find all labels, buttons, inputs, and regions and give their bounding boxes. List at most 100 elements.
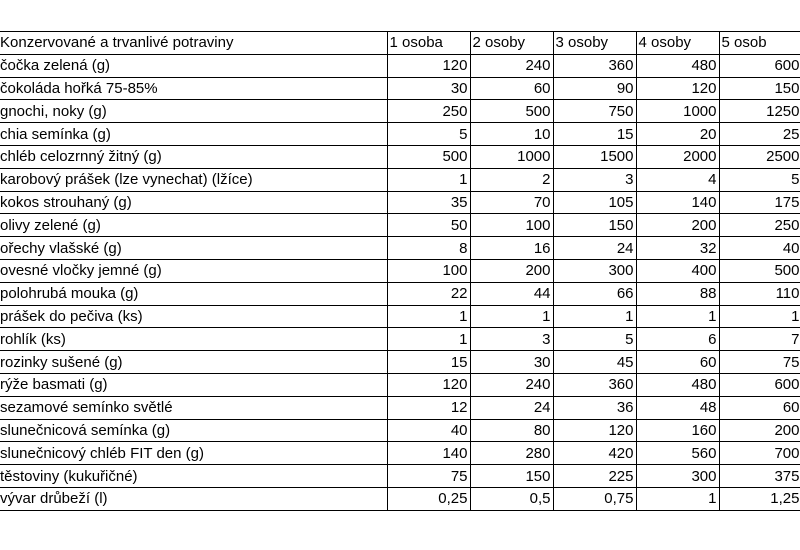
- amount-cell: 400: [635, 258, 720, 283]
- amount-cell: 1: [635, 304, 720, 329]
- amount-cell: 200: [469, 258, 554, 283]
- header-cell: 4 osoby: [635, 31, 720, 55]
- amount-cell: 480: [635, 372, 720, 397]
- amount-cell: 24: [552, 236, 637, 260]
- item-cell: prášek do pečiva (ks): [0, 304, 388, 329]
- amount-cell: 100: [386, 258, 471, 283]
- amount-cell: 500: [386, 144, 471, 169]
- amount-cell: 120: [635, 76, 720, 101]
- amount-cell: 1: [386, 167, 471, 192]
- amount-cell: 75: [386, 464, 471, 488]
- table-row: karobový prášek (lze vynechat) (lžíce) 1 2…: [0, 167, 800, 192]
- amount-cell: 150: [552, 213, 637, 238]
- header-cell: 3 osoby: [552, 31, 637, 55]
- item-cell: rozinky sušené (g): [0, 350, 388, 374]
- item-cell: ořechy vlašské (g): [0, 236, 388, 260]
- amount-cell: 120: [552, 418, 637, 443]
- amount-cell: 60: [469, 76, 554, 101]
- amount-cell: 16: [469, 236, 554, 260]
- amount-cell: 240: [469, 53, 554, 78]
- amount-cell: 420: [552, 441, 637, 466]
- amount-cell: 600: [718, 372, 800, 397]
- table-row: slunečnicová semínka (g) 40 80 120 160 200: [0, 418, 800, 443]
- amount-cell: 375: [718, 464, 800, 488]
- item-cell: chia semínka (g): [0, 122, 388, 146]
- amount-cell: 35: [386, 190, 471, 215]
- amount-cell: 36: [552, 395, 637, 420]
- amount-cell: 30: [386, 76, 471, 101]
- amount-cell: 60: [635, 350, 720, 374]
- amount-cell: 12: [386, 395, 471, 420]
- item-cell: čokoláda hořká 75-85%: [0, 76, 388, 101]
- table-body: Konzervované a trvanlivé potraviny 1 osob…: [0, 31, 800, 511]
- amount-cell: 1: [386, 327, 471, 352]
- header-cell: 5 osob: [718, 31, 800, 55]
- amount-cell: 175: [718, 190, 800, 215]
- table-row: prášek do pečiva (ks) 1 1 1 1 1: [0, 304, 800, 329]
- item-cell: kokos strouhaný (g): [0, 190, 388, 215]
- amount-cell: 6: [635, 327, 720, 352]
- header-row: Konzervované a trvanlivé potraviny 1 osob…: [0, 31, 800, 55]
- amount-cell: 30: [469, 350, 554, 374]
- amount-cell: 40: [386, 418, 471, 443]
- amount-cell: 1500: [552, 144, 637, 169]
- table-row: čočka zelená (g) 120 240 360 480 600: [0, 53, 800, 78]
- amount-cell: 20: [635, 122, 720, 146]
- amount-cell: 120: [386, 372, 471, 397]
- amount-cell: 1: [386, 304, 471, 329]
- amount-cell: 250: [718, 213, 800, 238]
- amount-cell: 1: [552, 304, 637, 329]
- amount-cell: 7: [718, 327, 800, 352]
- table-row: vývar drůbeží (l) 0,25 0,5 0,75 1 1,25: [0, 486, 800, 511]
- amount-cell: 48: [635, 395, 720, 420]
- amount-cell: 3: [552, 167, 637, 192]
- item-cell: vývar drůbeží (l): [0, 486, 388, 511]
- table-row: těstoviny (kukuřičné) 75 150 225 300 375: [0, 464, 800, 488]
- amount-cell: 2000: [635, 144, 720, 169]
- amount-cell: 3: [469, 327, 554, 352]
- table-row: čokoláda hořká 75-85% 30 60 90 120 150: [0, 76, 800, 101]
- amount-cell: 120: [386, 53, 471, 78]
- amount-cell: 15: [386, 350, 471, 374]
- amount-cell: 300: [552, 258, 637, 283]
- amount-cell: 24: [469, 395, 554, 420]
- amount-cell: 22: [386, 281, 471, 306]
- table-row: kokos strouhaný (g) 35 70 105 140 175: [0, 190, 800, 215]
- amount-cell: 50: [386, 213, 471, 238]
- item-cell: rohlík (ks): [0, 327, 388, 352]
- amount-cell: 300: [635, 464, 720, 488]
- table-row: ořechy vlašské (g) 8 16 24 32 40: [0, 236, 800, 260]
- amount-cell: 5: [552, 327, 637, 352]
- item-cell: gnochi, noky (g): [0, 99, 388, 124]
- amount-cell: 32: [635, 236, 720, 260]
- amount-cell: 200: [635, 213, 720, 238]
- amount-cell: 360: [552, 372, 637, 397]
- amount-cell: 0,25: [386, 486, 471, 511]
- amount-cell: 40: [718, 236, 800, 260]
- amount-cell: 480: [635, 53, 720, 78]
- item-cell: chléb celozrnný žitný (g): [0, 144, 388, 169]
- table-row: rohlík (ks) 1 3 5 6 7: [0, 327, 800, 352]
- amount-cell: 1: [469, 304, 554, 329]
- amount-cell: 0,5: [469, 486, 554, 511]
- amount-cell: 0,75: [552, 486, 637, 511]
- amount-cell: 140: [635, 190, 720, 215]
- amount-cell: 15: [552, 122, 637, 146]
- item-cell: polohrubá mouka (g): [0, 281, 388, 306]
- amount-cell: 160: [635, 418, 720, 443]
- amount-cell: 700: [718, 441, 800, 466]
- amount-cell: 2500: [718, 144, 800, 169]
- table-row: ovesné vločky jemné (g) 100 200 300 400 500: [0, 258, 800, 283]
- amount-cell: 88: [635, 281, 720, 306]
- amount-cell: 105: [552, 190, 637, 215]
- amount-cell: 4: [635, 167, 720, 192]
- item-cell: karobový prášek (lze vynechat) (lžíce): [0, 167, 388, 192]
- amount-cell: 1000: [469, 144, 554, 169]
- amount-cell: 80: [469, 418, 554, 443]
- amount-cell: 44: [469, 281, 554, 306]
- amount-cell: 200: [718, 418, 800, 443]
- amount-cell: 140: [386, 441, 471, 466]
- header-cell: 1 osoba: [386, 31, 471, 55]
- item-cell: olivy zelené (g): [0, 213, 388, 238]
